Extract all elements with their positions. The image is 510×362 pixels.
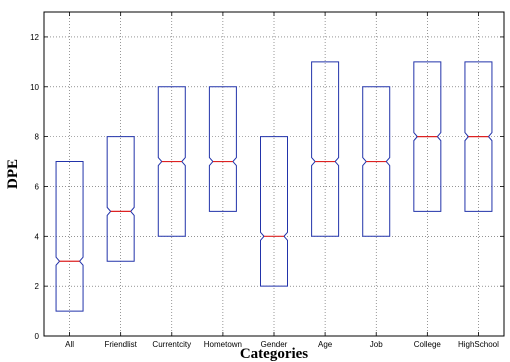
x-tick-label: All xyxy=(65,340,74,349)
box-currentcity xyxy=(157,86,186,237)
box-college xyxy=(413,61,442,212)
box-job xyxy=(362,86,391,237)
y-tick-label: 12 xyxy=(30,33,39,42)
y-axis-title: DPE xyxy=(5,159,21,189)
x-tick-label: College xyxy=(414,340,442,349)
x-tick-label: Friendlist xyxy=(104,340,137,349)
plot-frame xyxy=(43,11,505,337)
boxes xyxy=(55,61,493,312)
y-tick-label: 10 xyxy=(30,83,39,92)
box-gender xyxy=(260,136,288,287)
box-highschool xyxy=(464,61,493,212)
y-tick-label: 6 xyxy=(35,182,40,191)
ticks: 0 2 4 6 8 10 12 All Friendlist Currentcity Hometow… xyxy=(30,12,504,349)
y-tick-label: 4 xyxy=(35,232,40,241)
x-axis-title: Categories xyxy=(240,346,308,362)
box-friendlist xyxy=(106,136,135,262)
y-tick-label: 2 xyxy=(35,282,40,291)
y-tick-label: 8 xyxy=(35,133,40,142)
x-tick-label: Currentcity xyxy=(152,340,191,349)
grid-lines xyxy=(44,12,504,336)
box-all xyxy=(55,161,84,312)
x-tick-label: Job xyxy=(370,340,383,349)
y-tick-label: 0 xyxy=(35,332,40,341)
x-tick-label: Hometown xyxy=(204,340,242,349)
x-tick-label: Age xyxy=(318,340,333,349)
box-hometown xyxy=(208,86,237,212)
box-age xyxy=(311,61,340,237)
x-tick-label: HighSchool xyxy=(458,340,499,349)
x-tick-label: Gender xyxy=(261,340,288,349)
